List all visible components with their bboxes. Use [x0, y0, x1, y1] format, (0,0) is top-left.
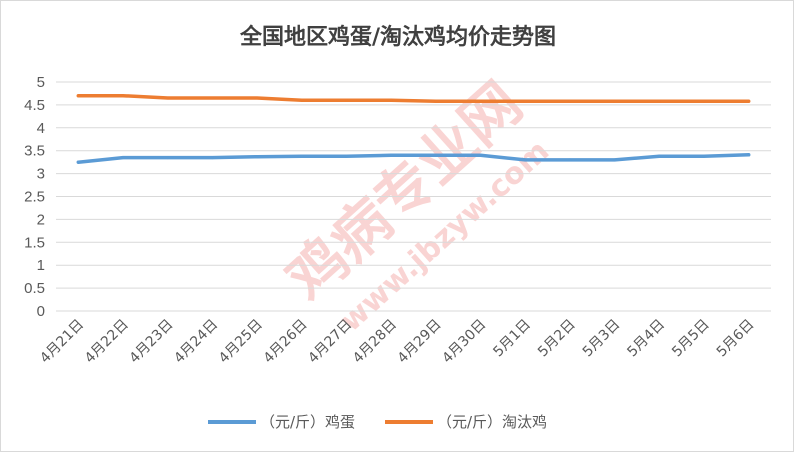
series-point	[657, 154, 661, 158]
series-lines	[76, 93, 751, 164]
series-point	[523, 99, 527, 103]
y-tick-label: 4	[37, 120, 45, 137]
x-tick-label: 4月22日	[82, 317, 132, 367]
series-line-0	[76, 153, 751, 164]
y-tick-label: 4.5	[24, 97, 45, 114]
series-point	[479, 99, 483, 103]
series-point	[434, 99, 438, 103]
series-line-1	[76, 93, 751, 103]
series-point	[568, 158, 572, 162]
y-tick-label: 2	[37, 211, 45, 228]
series-point	[568, 99, 572, 103]
y-tick-label: 2.5	[24, 189, 45, 206]
x-tick-label: 5月1日	[490, 317, 534, 361]
series-point	[76, 94, 80, 98]
x-tick-label: 4月29日	[395, 317, 445, 367]
x-tick-label: 4月27日	[305, 317, 355, 367]
series-point	[255, 96, 259, 100]
x-tick-label: 4月25日	[216, 317, 266, 367]
series-point	[300, 154, 304, 158]
series-point	[747, 99, 751, 103]
x-axis-ticks: 4月21日4月22日4月23日4月24日4月25日4月26日4月27日4月28日…	[37, 317, 757, 367]
x-tick-label: 4月24日	[171, 317, 221, 367]
series-point	[702, 99, 706, 103]
legend-label-eggs: （元/斤）鸡蛋	[260, 413, 355, 431]
watermark: 鸡病专业网 www.jbzyw.com	[274, 69, 556, 339]
y-tick-label: 0	[37, 303, 45, 320]
series-point	[121, 156, 125, 160]
series-point	[389, 153, 393, 157]
x-tick-label: 4月30日	[439, 317, 489, 367]
chart-title: 全国地区鸡蛋/淘汰鸡均价走势图	[239, 24, 556, 50]
series-point	[210, 96, 214, 100]
y-tick-label: 1.5	[24, 234, 45, 251]
x-tick-label: 5月6日	[714, 317, 758, 361]
series-point	[434, 153, 438, 157]
series-point	[657, 99, 661, 103]
x-tick-label: 5月5日	[669, 317, 713, 361]
y-tick-label: 3.5	[24, 143, 45, 160]
x-tick-label: 4月21日	[37, 317, 87, 367]
x-tick-label: 5月4日	[624, 317, 668, 361]
series-point	[255, 155, 259, 159]
y-tick-label: 3	[37, 166, 45, 183]
grid-lines	[56, 81, 771, 312]
series-point	[76, 160, 80, 164]
series-point	[523, 158, 527, 162]
x-tick-label: 4月26日	[261, 317, 311, 367]
y-tick-label: 0.5	[24, 280, 45, 297]
y-tick-label: 5	[37, 74, 45, 91]
legend: （元/斤）鸡蛋 （元/斤）淘汰鸡	[208, 413, 547, 431]
series-point	[300, 98, 304, 102]
x-tick-label: 4月23日	[127, 317, 177, 367]
series-point	[479, 153, 483, 157]
y-tick-label: 1	[37, 257, 45, 274]
series-point	[210, 156, 214, 160]
series-point	[613, 99, 617, 103]
y-axis-ticks: 0 0.5 1 1.5 2 2.5 3 3.5 4 4.5 5	[24, 74, 45, 320]
series-point	[747, 153, 751, 157]
series-point	[344, 98, 348, 102]
series-point	[166, 96, 170, 100]
series-point	[702, 154, 706, 158]
x-tick-label: 5月2日	[535, 317, 579, 361]
series-point	[613, 158, 617, 162]
series-point	[344, 154, 348, 158]
x-tick-label: 5月3日	[580, 317, 624, 361]
series-point	[121, 94, 125, 98]
legend-label-culled-hens: （元/斤）淘汰鸡	[437, 413, 547, 431]
series-point	[166, 156, 170, 160]
series-point	[389, 98, 393, 102]
